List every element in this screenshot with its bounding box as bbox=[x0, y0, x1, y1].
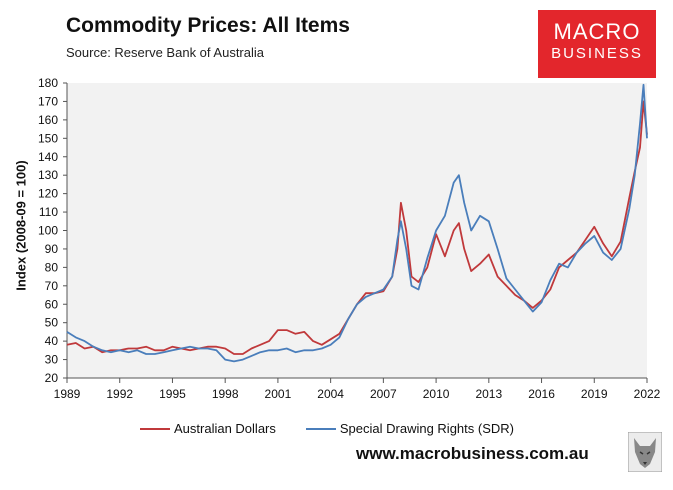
x-tick-label: 2010 bbox=[423, 387, 450, 401]
x-tick-label: 2013 bbox=[475, 387, 502, 401]
logo-line-2: BUSINESS bbox=[551, 45, 643, 62]
x-tick-label: 2019 bbox=[581, 387, 608, 401]
series-group bbox=[66, 83, 648, 363]
chart-title: Commodity Prices: All Items bbox=[66, 14, 350, 37]
y-tick-label: 100 bbox=[38, 224, 58, 238]
x-tick-label: 1992 bbox=[106, 387, 133, 401]
legend-item-sdr: Special Drawing Rights (SDR) bbox=[305, 421, 514, 436]
x-tick-label: 2022 bbox=[634, 387, 661, 401]
chart-source: Source: Reserve Bank of Australia bbox=[66, 45, 264, 60]
x-tick-label: 1995 bbox=[159, 387, 186, 401]
x-tick-label: 2007 bbox=[370, 387, 397, 401]
x-tick-label: 2004 bbox=[317, 387, 344, 401]
legend-swatch-aud bbox=[140, 427, 170, 430]
y-tick-label: 40 bbox=[45, 334, 59, 348]
y-tick-label: 180 bbox=[38, 76, 58, 90]
legend-label-aud: Australian Dollars bbox=[174, 421, 276, 436]
y-tick-label: 120 bbox=[38, 187, 58, 201]
y-tick-label: 90 bbox=[45, 242, 59, 256]
axes: 20 30 40 50 60 70 80 90 100 110 120 130 140 150 160 170… bbox=[38, 76, 661, 401]
legend: Australian Dollars Special Drawing Right… bbox=[140, 421, 544, 436]
x-tick-label: 1998 bbox=[212, 387, 239, 401]
y-tick-label: 70 bbox=[45, 279, 59, 293]
legend-swatch-sdr bbox=[305, 427, 336, 430]
y-tick-label: 140 bbox=[38, 150, 58, 164]
x-tick-label: 2001 bbox=[265, 387, 292, 401]
x-tick-label: 1989 bbox=[54, 387, 81, 401]
y-tick-label: 130 bbox=[38, 168, 58, 182]
plot-area bbox=[67, 83, 647, 378]
y-tick-label: 160 bbox=[38, 113, 58, 127]
y-tick-label: 20 bbox=[45, 371, 59, 385]
x-tick-label: 2016 bbox=[528, 387, 555, 401]
series-line-sdr bbox=[66, 83, 648, 363]
macrobusiness-logo[interactable]: MACRO BUSINESS bbox=[538, 10, 656, 78]
logo-line-1: MACRO bbox=[553, 19, 641, 44]
website-url[interactable]: www.macrobusiness.com.au bbox=[356, 444, 589, 463]
y-tick-label: 80 bbox=[45, 260, 59, 274]
legend-label-sdr: Special Drawing Rights (SDR) bbox=[339, 421, 514, 436]
y-tick-label: 110 bbox=[39, 205, 58, 219]
y-tick-label: 170 bbox=[38, 94, 58, 108]
y-tick-label: 30 bbox=[45, 353, 59, 367]
y-tick-label: 150 bbox=[38, 131, 58, 145]
y-tick-label: 50 bbox=[45, 316, 59, 330]
y-tick-label: 60 bbox=[45, 297, 59, 311]
legend-item-aud: Australian Dollars bbox=[140, 421, 276, 436]
wolf-logo-icon bbox=[628, 432, 662, 472]
